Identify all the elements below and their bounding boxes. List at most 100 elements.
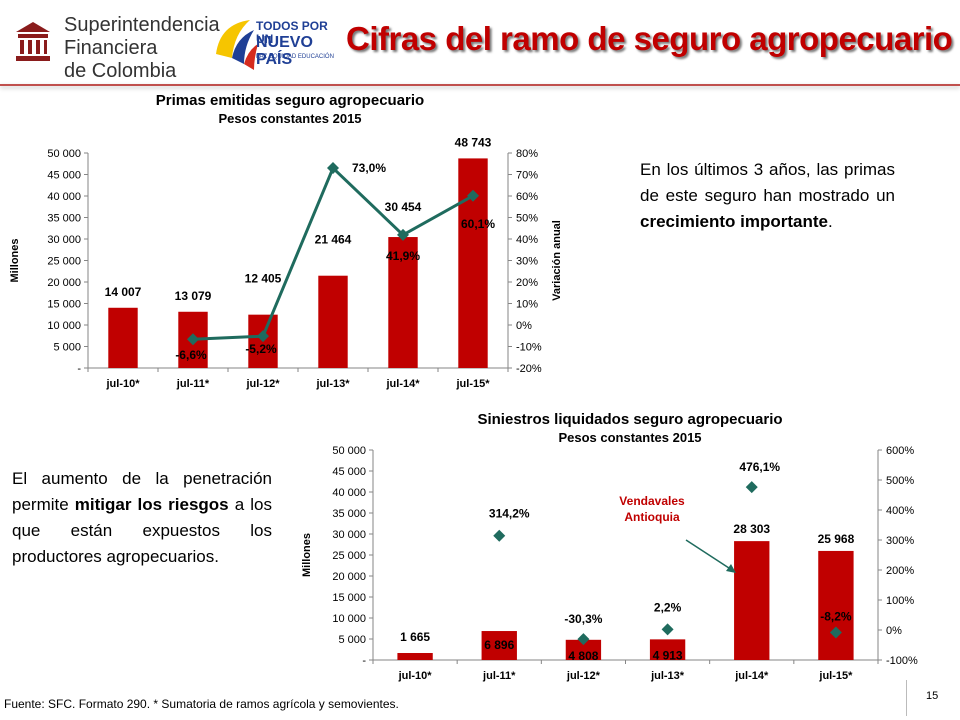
c2-y2-tick-label: 500% <box>886 475 914 487</box>
c1-x-tick-label: jul-10* <box>105 378 140 390</box>
annotation-arrow-head-icon <box>726 564 736 573</box>
c2-bar <box>565 639 602 660</box>
paragraph-top: En los últimos 3 años, las primas de est… <box>640 157 895 235</box>
chart1-subtitle: Pesos constantes 2015 <box>218 111 362 126</box>
footer-divider <box>906 680 907 716</box>
paragraph-bottom: El aumento de la penetración permite mit… <box>12 466 272 570</box>
paragraph-bottom-text: El aumento de la penetración permite <box>12 469 272 514</box>
c1-bar-label: 30 454 <box>385 200 422 214</box>
c2-y-tick-label: 30 000 <box>332 529 366 541</box>
c1-y-tick-label: 35 000 <box>47 213 81 225</box>
c2-bar <box>734 541 770 660</box>
c2-bar-label: 4 913 <box>653 648 683 662</box>
slide-title: Cifras del ramo de seguro agropecuario <box>346 20 953 57</box>
chart-siniestros: - 5 000 10 000 15 000 20 000 25 000 30 000 35 0… <box>301 445 918 682</box>
c1-y-tick-label: 20 000 <box>47 277 81 289</box>
page-number: 15 <box>926 690 939 702</box>
c1-y-tick-label: - <box>77 363 81 375</box>
c2-x-tick-label: jul-15* <box>818 670 853 682</box>
c1-y-tick-label: 10 000 <box>47 320 81 332</box>
c2-y-tick-label: 40 000 <box>332 487 366 499</box>
c2-y2-tick-label: -100% <box>886 655 918 667</box>
c2-y2-tick-label: 0% <box>886 625 902 637</box>
c1-variation-marker <box>257 330 269 343</box>
c2-y-tick-label: 25 000 <box>332 550 366 562</box>
c2-bar-label: 28 303 <box>733 522 770 536</box>
c1-bar <box>318 275 348 368</box>
c1-bar-label: 13 079 <box>175 289 212 303</box>
c1-y-tick-label: 30 000 <box>47 234 81 246</box>
c1-bar <box>108 307 138 368</box>
c2-variation-marker <box>493 529 506 542</box>
c2-bar <box>818 550 854 660</box>
c2-y-tick-label: 20 000 <box>332 571 366 583</box>
org-name-line-1: Superintendencia <box>64 14 220 36</box>
annotation-text: Antioquia <box>624 510 680 524</box>
c1-variation-label: -6,6% <box>175 348 207 362</box>
c1-variation-marker <box>187 333 199 346</box>
org-name-line-3: de Colombia <box>64 60 177 82</box>
gov-logo: TODOS POR UN NUEVO PAÍS PAZ EQUIDAD EDUC… <box>210 8 340 78</box>
c1-x-tick-label: jul-12* <box>245 378 280 390</box>
c1-y-tick-label: 5 000 <box>53 342 81 354</box>
c1-variation-label: 60,1% <box>461 217 495 231</box>
c2-bar <box>649 639 686 660</box>
c1-y2-tick-label: 30% <box>516 256 538 268</box>
c2-variation-label: 2,2% <box>654 600 682 614</box>
gov-slogan-1: TODOS POR UN <box>256 19 328 46</box>
c2-x-tick-label: jul-11* <box>482 670 516 682</box>
c1-variation-label: 73,0% <box>352 161 386 175</box>
c1-y-tick-label: 15 000 <box>47 299 81 311</box>
header-divider <box>0 84 960 86</box>
c1-y2-tick-label: -20% <box>516 363 542 375</box>
c2-variation-marker <box>577 633 590 646</box>
gov-slogan-3: PAZ EQUIDAD EDUCACIÓN <box>256 54 334 60</box>
c2-x-tick-label: jul-10* <box>398 670 433 682</box>
c2-y-tick-label: 35 000 <box>332 508 366 520</box>
c1-y-tick-label: 25 000 <box>47 256 81 268</box>
c2-variation-marker <box>745 481 758 494</box>
c2-x-tick-label: jul-13* <box>650 670 685 682</box>
c1-x-tick-label: jul-13* <box>315 378 350 390</box>
c2-y-tick-label: 15 000 <box>332 592 366 604</box>
c2-y-tick-label: 5 000 <box>338 634 366 646</box>
c2-y-tick-label: 50 000 <box>332 445 366 457</box>
c2-variation-marker <box>661 623 674 636</box>
chart2-title: Siniestros liquidados seguro agropecuari… <box>477 411 783 428</box>
c1-y2-tick-label: 70% <box>516 170 538 182</box>
c2-y2-tick-label: 200% <box>886 565 914 577</box>
c1-y2-tick-label: 60% <box>516 191 538 203</box>
c2-bar-label: 1 665 <box>400 630 430 644</box>
paragraph-top-text: En los últimos 3 años, las primas de est… <box>640 160 895 205</box>
c2-bar-label: 6 896 <box>484 638 514 652</box>
c1-x-tick-label: jul-11* <box>176 378 210 390</box>
c1-y-tick-label: 50 000 <box>47 148 81 160</box>
c1-x-tick-label: jul-15* <box>455 378 490 390</box>
c2-variation-label: -8,2% <box>820 609 852 623</box>
c1-y2-tick-label: 10% <box>516 299 538 311</box>
c2-bar <box>481 631 517 660</box>
source-footnote: Fuente: SFC. Formato 290. * Sumatoria de… <box>4 697 399 711</box>
c2-variation-marker <box>829 626 842 639</box>
c1-bar-label: 21 464 <box>315 233 352 247</box>
annotation-text: Vendavales <box>619 494 685 508</box>
c2-y-tick-label: - <box>362 655 366 667</box>
c2-variation-label: 476,1% <box>739 460 780 474</box>
sfc-logo: Superintendencia Financiera de Colombia <box>10 14 220 82</box>
paragraph-top-end: . <box>828 212 833 231</box>
annotation-arrow-line <box>685 539 733 571</box>
c1-y2-tick-label: 80% <box>516 148 538 160</box>
org-name-line-2: Financiera <box>64 37 158 59</box>
c1-variation-label: 41,9% <box>386 249 420 263</box>
c2-y2-tick-label: 100% <box>886 595 914 607</box>
c1-bar-label: 48 743 <box>455 135 492 149</box>
colombia-flag-icon <box>216 20 258 70</box>
c2-y2-tick-label: 400% <box>886 505 914 517</box>
gov-slogan-2: NUEVO PAÍS <box>256 34 313 68</box>
c1-y2-tick-label: 0% <box>516 320 532 332</box>
c1-y2-tick-label: 50% <box>516 213 538 225</box>
c1-y2-axis-title: Variación anual <box>551 220 563 301</box>
c2-bar-label: 25 968 <box>818 532 855 546</box>
c1-x-tick-label: jul-14* <box>385 378 420 390</box>
c2-variation-label: -30,3% <box>564 612 602 626</box>
